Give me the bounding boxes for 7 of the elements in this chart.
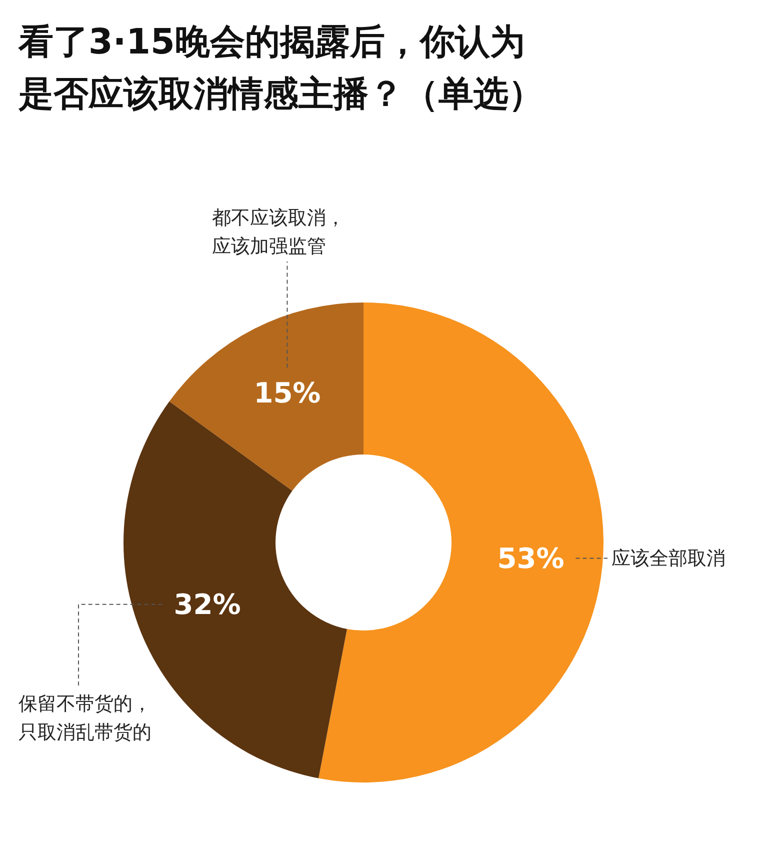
- data-label: 53%: [497, 542, 564, 575]
- chart-title: 看了3·15晚会的揭露后，你认为是否应该取消情感主播？（单选）: [18, 22, 544, 114]
- data-label: 32%: [174, 588, 241, 621]
- data-label: 15%: [254, 376, 321, 410]
- slice-label: 应该全部取消: [612, 547, 726, 570]
- slice-label: 都不应该取消，应该加强监管: [212, 206, 346, 258]
- slice-label: 保留不带货的，只取消乱带货的: [18, 692, 152, 744]
